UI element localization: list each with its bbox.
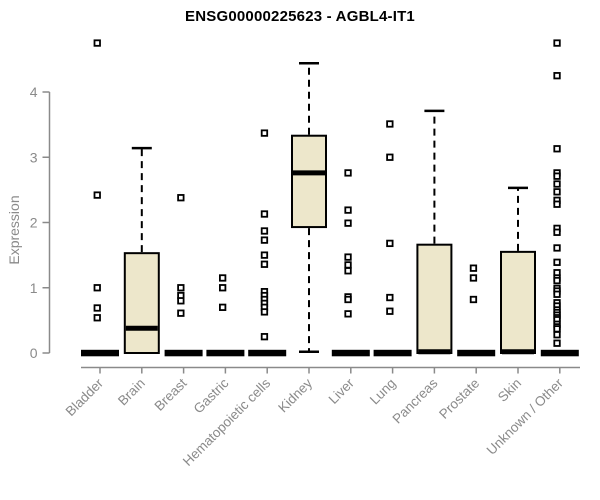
box-group-liver [331,169,370,357]
collapsed-box-bar [540,349,579,357]
collapsed-box-bar [373,349,412,357]
outlier-point [260,260,269,268]
outlier-point [93,304,101,312]
outlier-point [553,244,561,252]
iqr-box [291,134,327,229]
outlier-point [553,72,561,80]
outlier-point [553,325,561,333]
outlier-point [260,227,269,235]
outlier-point [260,308,269,316]
iqr-box [500,250,536,354]
outlier-point [469,274,478,282]
outlier-point [469,264,478,272]
outlier-point [218,303,227,311]
outlier-point [177,309,185,317]
x-tick-label-brain: Brain [115,376,148,409]
iqr-box [123,252,160,354]
x-tick-label-liver: Liver [326,375,358,407]
outlier-point [93,284,101,292]
y-tick-label: 4 [30,84,38,100]
outlier-point [553,258,561,266]
outlier-point [344,310,352,318]
outlier-point [553,39,561,47]
x-tick-label-gastric: Gastric [191,375,232,416]
x-tick-label-pancreas: Pancreas [390,375,441,426]
outlier-point [344,206,352,214]
outlier-point [553,145,561,153]
outlier-point [344,267,352,275]
outlier-point [553,228,561,236]
y-tick-label: 2 [30,215,38,231]
outlier-point [218,274,227,282]
outlier-point [218,284,227,292]
collapsed-box-bar [81,349,119,357]
box-group-bladder [81,39,119,357]
outlier-point [260,129,269,137]
y-tick-label: 1 [30,280,38,296]
outlier-point [386,120,394,128]
outlier-point [553,331,561,339]
outlier-point [344,219,352,227]
outlier-point [344,169,352,177]
outlier-point [260,210,269,218]
box-group-gastric [206,274,245,357]
box-group-brain [123,146,160,354]
iqr-box [416,243,453,354]
outlier-point [344,295,352,304]
x-tick-label-unknown-other: Unknown / Other [484,375,567,458]
outlier-point [260,333,269,341]
outlier-point [553,172,561,180]
box-group-skin [500,186,536,355]
outlier-point [344,253,352,261]
outlier-point [260,236,269,244]
outlier-point [469,295,478,304]
box-group-pancreas [416,109,453,355]
y-tick-label: 3 [30,149,38,165]
outlier-point [93,314,101,322]
box-group-prostate [457,264,496,357]
outlier-point [553,188,561,196]
x-tick-label-prostate: Prostate [436,376,482,422]
outlier-point [386,307,394,315]
outlier-point [177,297,185,305]
x-tick-label-lung: Lung [367,376,399,408]
outlier-point [260,251,269,259]
outlier-point [344,261,352,269]
outlier-point [553,180,561,188]
y-tick-label: 0 [30,345,38,361]
outlier-point [386,293,394,302]
collapsed-box-bar [206,349,245,357]
collapsed-box-bar [164,349,203,357]
outlier-point [386,239,394,248]
outlier-point [553,290,561,298]
outlier-point [93,191,101,199]
x-tick-label-skin: Skin [495,376,524,405]
box-group-unknown-other [540,39,579,357]
outlier-point [93,39,101,47]
box-group-kidney [291,62,327,353]
outlier-point [177,284,185,292]
box-group-breast [164,194,203,357]
x-tick-label-breast: Breast [152,375,190,413]
outlier-point [177,194,185,202]
box-group-hematopoietic-cells [248,129,287,357]
outlier-point [553,200,561,208]
x-tick-label-kidney: Kidney [275,375,315,415]
outlier-point [553,339,561,347]
collapsed-box-bar [331,349,370,357]
outlier-point [553,276,561,285]
collapsed-box-bar [457,349,496,357]
box-group-lung [373,120,412,357]
outlier-point [386,153,394,161]
chart-title: ENSG00000225623 - AGBL4-IT1 [185,8,415,25]
collapsed-box-bar [248,349,287,357]
x-tick-label-bladder: Bladder [63,375,107,419]
